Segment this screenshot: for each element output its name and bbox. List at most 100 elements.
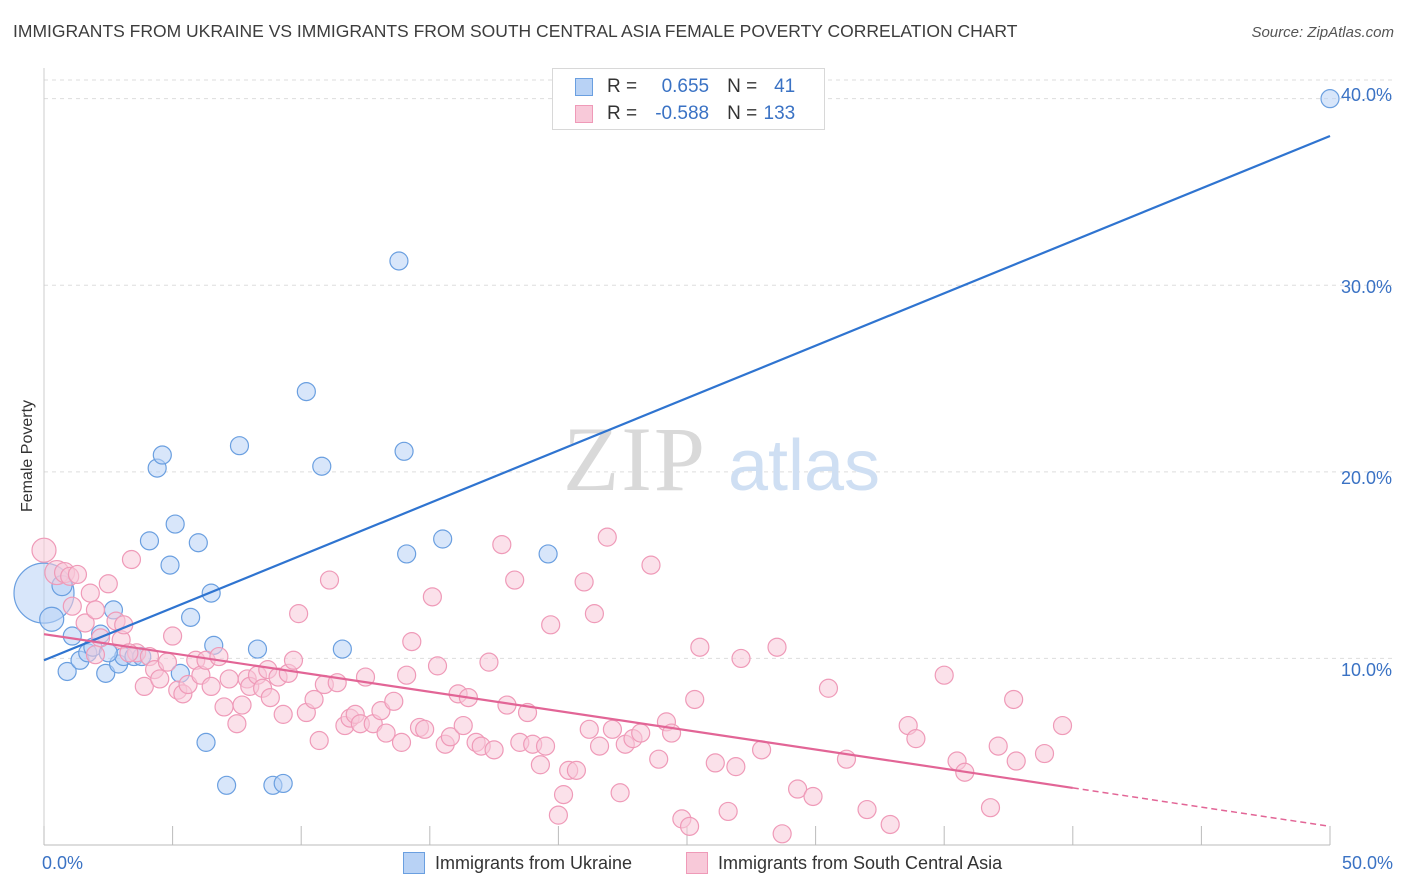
data-point[interactable] — [260, 687, 280, 708]
data-point[interactable] — [376, 723, 396, 743]
data-point[interactable] — [96, 663, 116, 683]
data-point[interactable] — [541, 615, 561, 635]
data-point[interactable] — [232, 695, 252, 715]
data-point[interactable] — [247, 639, 268, 659]
data-point[interactable] — [139, 531, 160, 551]
data-point[interactable] — [589, 736, 610, 756]
data-point[interactable] — [312, 456, 332, 476]
data-point[interactable] — [484, 740, 504, 760]
data-point[interactable] — [566, 760, 587, 780]
data-point[interactable] — [1034, 743, 1055, 764]
data-point[interactable] — [283, 650, 304, 670]
data-point[interactable] — [165, 514, 185, 534]
data-point[interactable] — [1004, 689, 1024, 710]
data-point[interactable] — [751, 740, 772, 760]
data-point[interactable] — [57, 661, 77, 682]
data-point[interactable] — [397, 544, 417, 564]
data-point[interactable] — [988, 736, 1008, 756]
data-point[interactable] — [39, 606, 65, 632]
data-point[interactable] — [188, 533, 208, 553]
data-point[interactable] — [389, 251, 409, 271]
data-point[interactable] — [610, 783, 630, 803]
data-point[interactable] — [641, 555, 661, 575]
data-point[interactable] — [80, 583, 100, 603]
data-point[interactable] — [227, 714, 247, 734]
data-point[interactable] — [574, 572, 594, 592]
data-point[interactable] — [857, 799, 877, 820]
data-point[interactable] — [371, 701, 391, 721]
data-point[interactable] — [803, 786, 823, 807]
data-point[interactable] — [67, 564, 88, 585]
data-point[interactable] — [289, 604, 309, 624]
data-point[interactable] — [705, 753, 725, 773]
data-point[interactable] — [31, 537, 57, 563]
data-point[interactable] — [906, 729, 926, 749]
data-point[interactable] — [479, 652, 499, 672]
data-point[interactable] — [397, 665, 417, 685]
data-point[interactable] — [229, 436, 250, 456]
data-point[interactable] — [880, 814, 900, 835]
data-point[interactable] — [538, 544, 558, 564]
data-point[interactable] — [85, 645, 106, 665]
data-point[interactable] — [304, 689, 324, 710]
series-legend-item-ukraine[interactable]: Immigrants from Ukraine — [403, 852, 632, 874]
data-point[interactable] — [163, 626, 183, 646]
data-point[interactable] — [384, 691, 404, 711]
data-point[interactable] — [767, 637, 787, 657]
data-point[interactable] — [152, 445, 172, 465]
data-point[interactable] — [415, 719, 435, 739]
series-legend-item-south-central-asia[interactable]: Immigrants from South Central Asia — [686, 852, 1002, 874]
data-point[interactable] — [121, 549, 142, 570]
data-point[interactable] — [273, 704, 293, 724]
data-point[interactable] — [772, 824, 792, 844]
data-point[interactable] — [196, 732, 216, 752]
data-point[interactable] — [505, 570, 525, 590]
data-point[interactable] — [597, 527, 617, 547]
data-point[interactable] — [631, 723, 651, 743]
data-point[interactable] — [679, 816, 700, 836]
data-point[interactable] — [553, 785, 574, 805]
data-point[interactable] — [649, 749, 669, 769]
data-point[interactable] — [134, 676, 154, 697]
data-point[interactable] — [402, 632, 422, 652]
data-point[interactable] — [433, 529, 453, 549]
data-point[interactable] — [85, 600, 106, 620]
data-point[interactable] — [690, 637, 710, 657]
data-point[interactable] — [787, 779, 808, 799]
data-point[interactable] — [391, 732, 412, 752]
data-point[interactable] — [427, 656, 448, 676]
data-point[interactable] — [980, 798, 1001, 818]
data-point[interactable] — [530, 755, 550, 775]
data-point[interactable] — [1006, 751, 1026, 771]
data-point[interactable] — [332, 639, 352, 659]
data-point[interactable] — [319, 570, 340, 590]
data-point[interactable] — [75, 613, 95, 633]
data-point[interactable] — [160, 555, 180, 575]
data-point[interactable] — [209, 646, 229, 667]
data-point[interactable] — [584, 604, 605, 624]
data-point[interactable] — [934, 665, 954, 685]
data-point[interactable] — [273, 773, 293, 794]
data-point[interactable] — [62, 596, 82, 616]
data-point[interactable] — [718, 801, 738, 822]
data-point[interactable] — [214, 697, 234, 717]
data-point[interactable] — [181, 607, 201, 627]
data-point[interactable] — [157, 652, 178, 672]
data-point[interactable] — [602, 719, 623, 739]
data-point[interactable] — [394, 441, 414, 461]
data-point[interactable] — [201, 676, 221, 697]
data-point[interactable] — [548, 805, 569, 825]
data-point[interactable] — [726, 757, 746, 777]
data-point[interactable] — [422, 587, 442, 607]
data-point[interactable] — [492, 534, 512, 555]
data-point[interactable] — [150, 669, 170, 689]
data-point[interactable] — [731, 648, 751, 669]
data-point[interactable] — [296, 381, 316, 402]
data-point[interactable] — [535, 736, 556, 756]
data-point[interactable] — [818, 678, 839, 698]
data-point[interactable] — [98, 574, 118, 594]
data-point[interactable] — [219, 669, 239, 689]
data-point[interactable] — [440, 727, 460, 747]
data-point[interactable] — [685, 689, 705, 710]
data-point[interactable] — [453, 715, 473, 736]
